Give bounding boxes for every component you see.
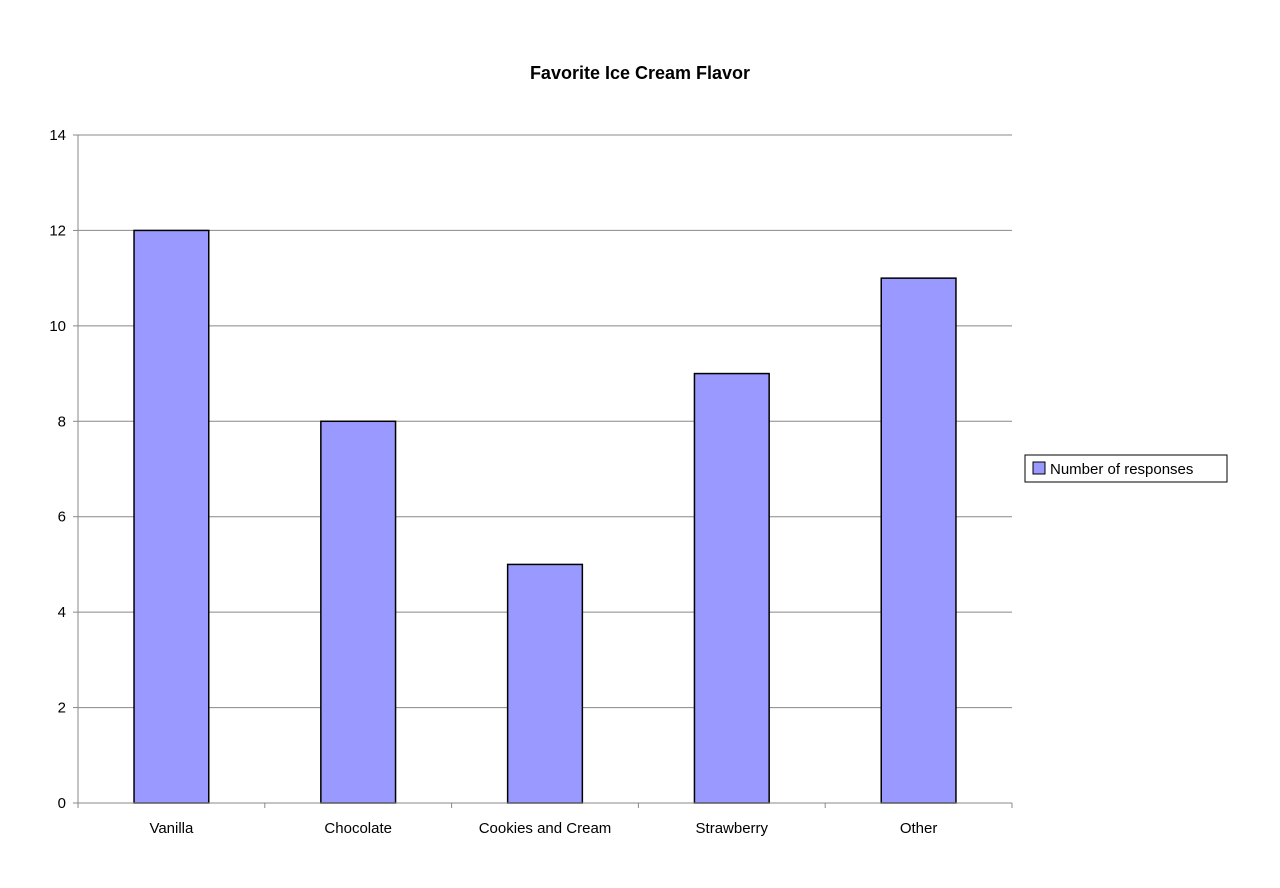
legend-label: Number of responses [1050, 461, 1193, 478]
y-tick-label: 2 [58, 700, 66, 717]
y-tick-label: 10 [49, 318, 66, 335]
chart-title: Favorite Ice Cream Flavor [530, 63, 750, 83]
axes [73, 134, 1013, 808]
y-axis-ticks: 0 2 4 6 8 10 12 14 [49, 127, 66, 812]
y-tick-label: 0 [58, 795, 66, 812]
x-tick-label: Chocolate [324, 820, 392, 837]
bar-other [880, 277, 957, 804]
bar-chocolate [320, 420, 397, 804]
bar-vanilla [133, 229, 210, 804]
x-tick-label: Vanilla [149, 820, 194, 837]
bars [133, 229, 957, 804]
y-tick-label: 8 [58, 413, 66, 430]
legend-swatch [1032, 461, 1046, 475]
bar-cookies-and-cream [506, 563, 584, 804]
y-tick-label: 14 [49, 127, 66, 144]
gridlines [78, 134, 1012, 709]
bar-strawberry [693, 372, 770, 804]
x-axis-ticks: Vanilla Chocolate Cookies and Cream Strawbe… [149, 820, 937, 837]
x-tick-label: Cookies and Cream [479, 820, 612, 837]
y-tick-label: 12 [49, 222, 66, 239]
legend: Number of responses [1024, 454, 1228, 483]
x-tick-label: Strawberry [696, 820, 769, 837]
y-tick-label: 4 [58, 604, 66, 621]
legend-box [1024, 454, 1228, 483]
y-tick-label: 6 [58, 509, 66, 526]
x-tick-label: Other [900, 820, 938, 837]
